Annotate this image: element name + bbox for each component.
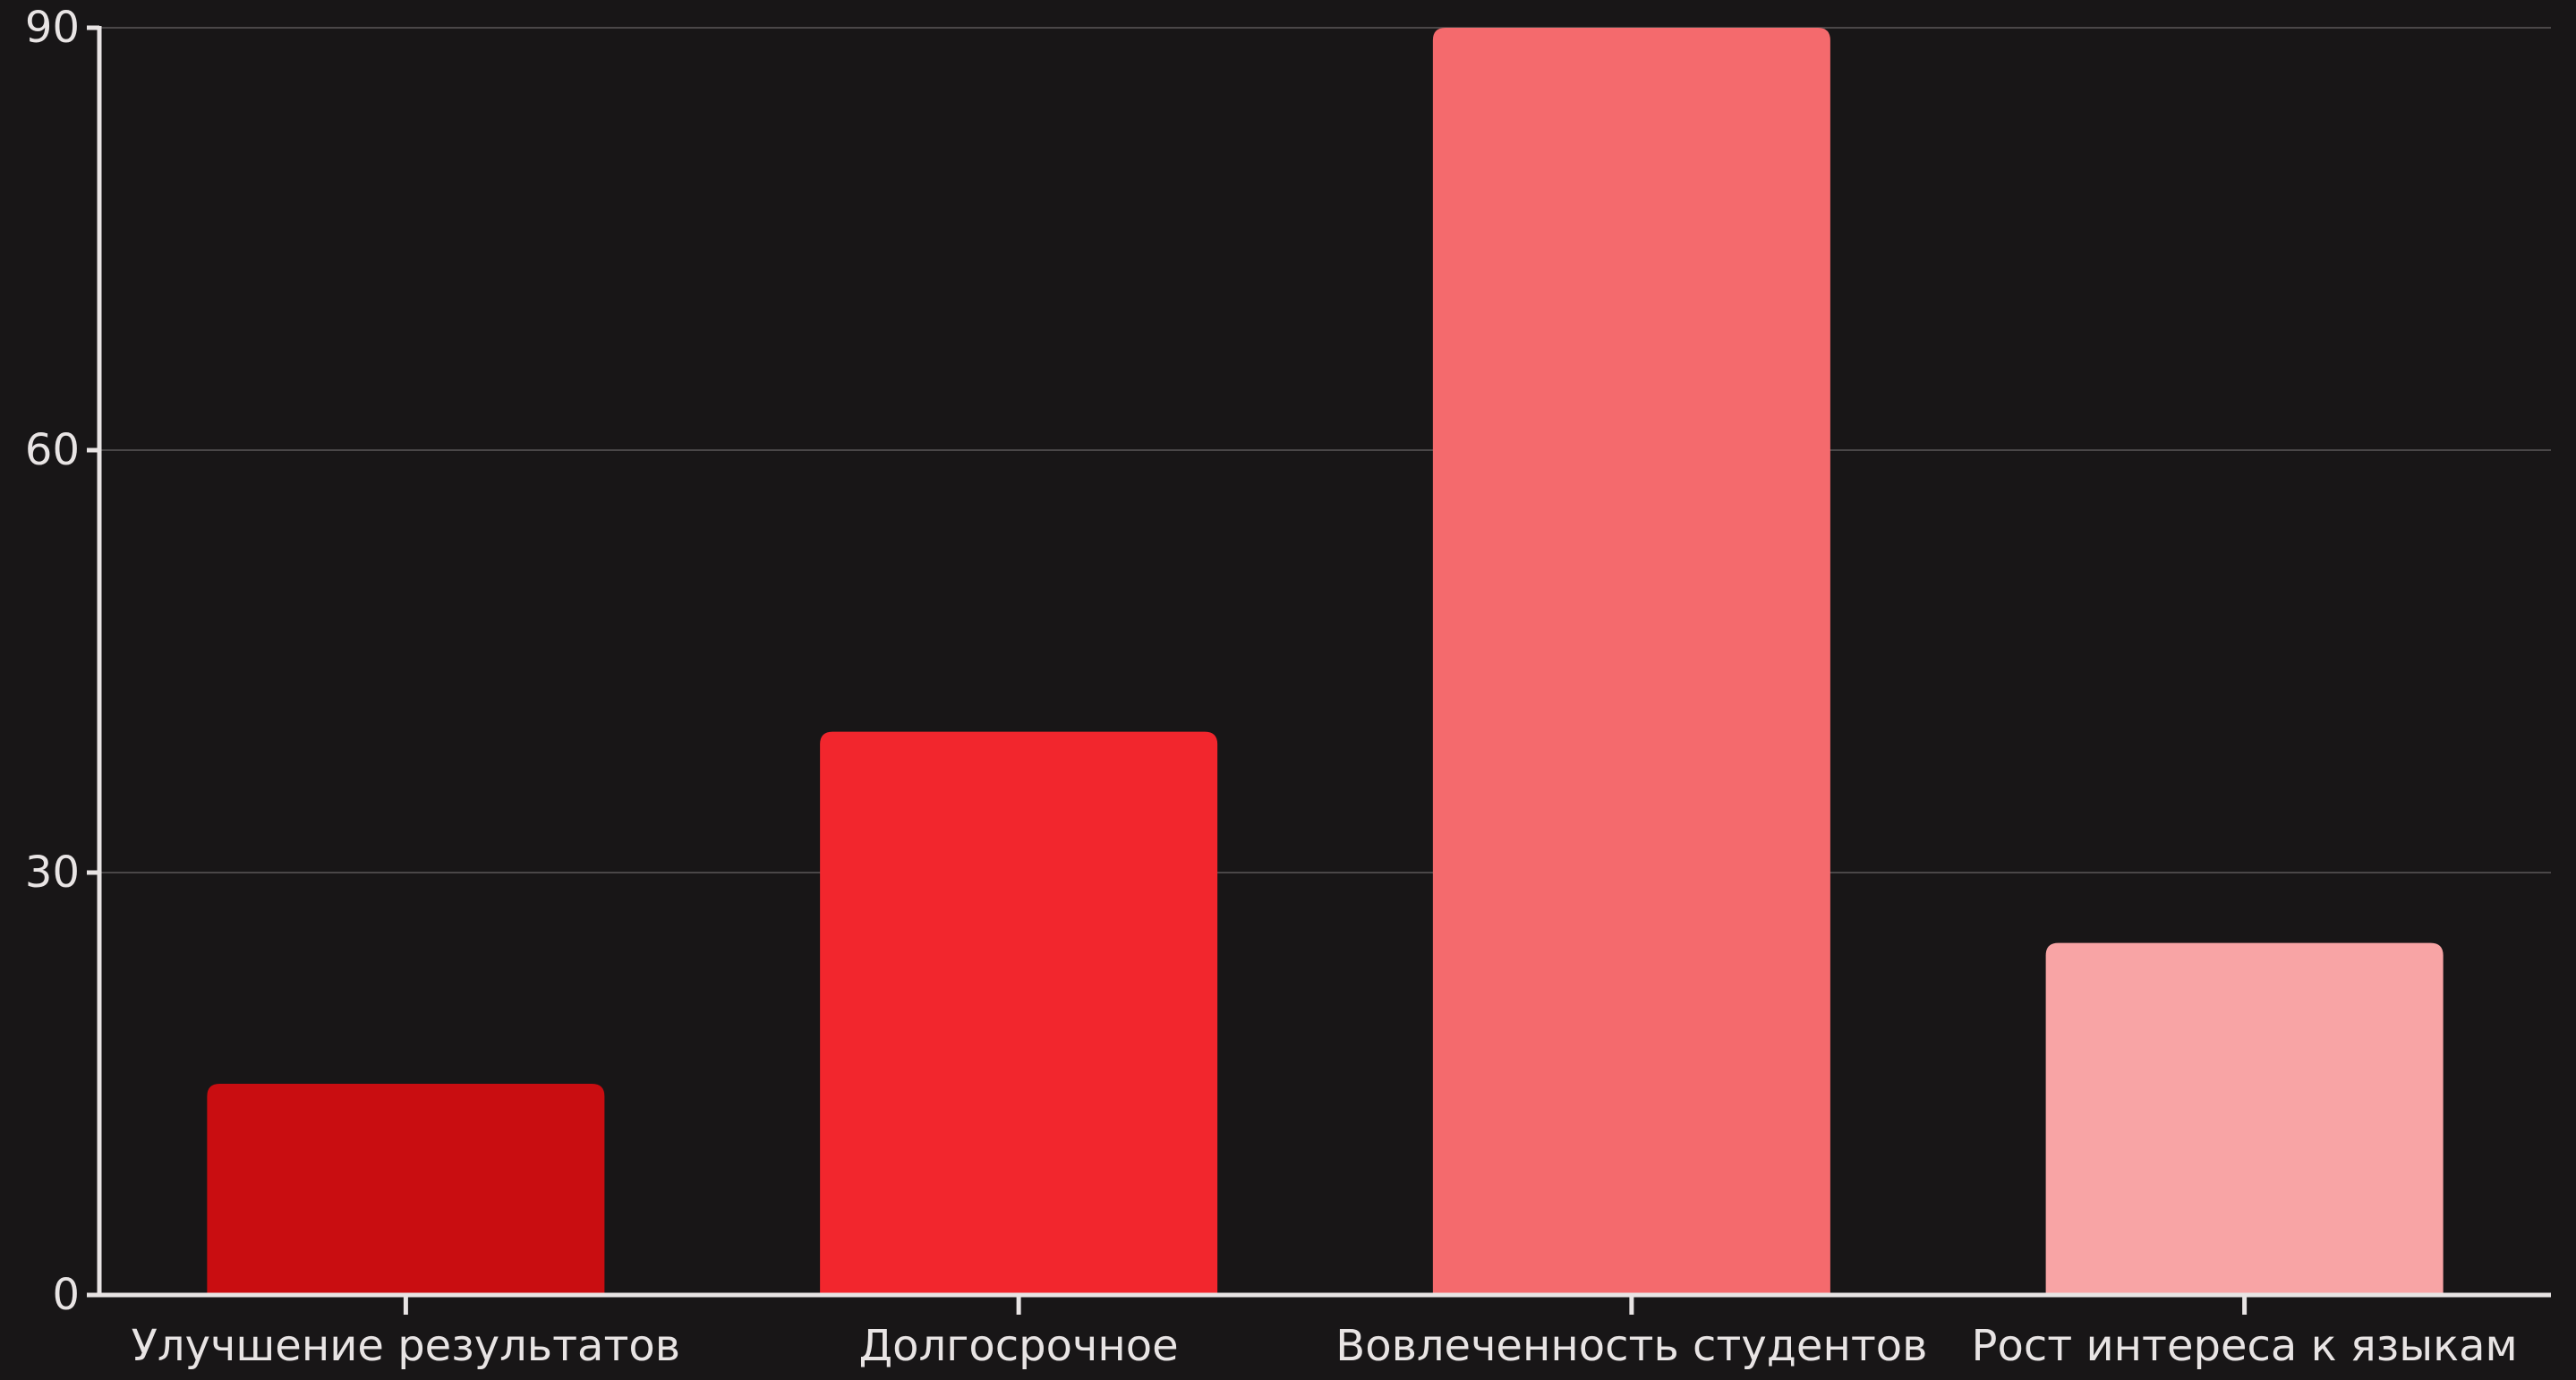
x-tick-label: Улучшение результатов [132, 1321, 680, 1371]
bar [820, 731, 1218, 1295]
x-tick-label: Вовлеченность студентов [1335, 1321, 1927, 1371]
grid-lines [99, 27, 2551, 873]
y-tick-label: 60 [25, 425, 80, 475]
bar [2045, 942, 2444, 1295]
axes [97, 26, 2551, 1298]
x-tick-label: Долгосрочное [859, 1321, 1179, 1371]
x-axis-ticks: Улучшение результатов Долгосрочное Вовлече… [132, 1295, 2518, 1371]
bar [1432, 28, 1830, 1295]
y-axis-ticks: 0 30 60 90 [25, 3, 99, 1320]
y-tick-label: 90 [25, 3, 80, 53]
y-tick-label: 30 [25, 848, 80, 898]
x-tick-label: Рост интереса к языкам [1972, 1321, 2518, 1371]
bars [207, 28, 2444, 1295]
y-tick-label: 0 [52, 1270, 80, 1320]
bar [207, 1084, 605, 1295]
